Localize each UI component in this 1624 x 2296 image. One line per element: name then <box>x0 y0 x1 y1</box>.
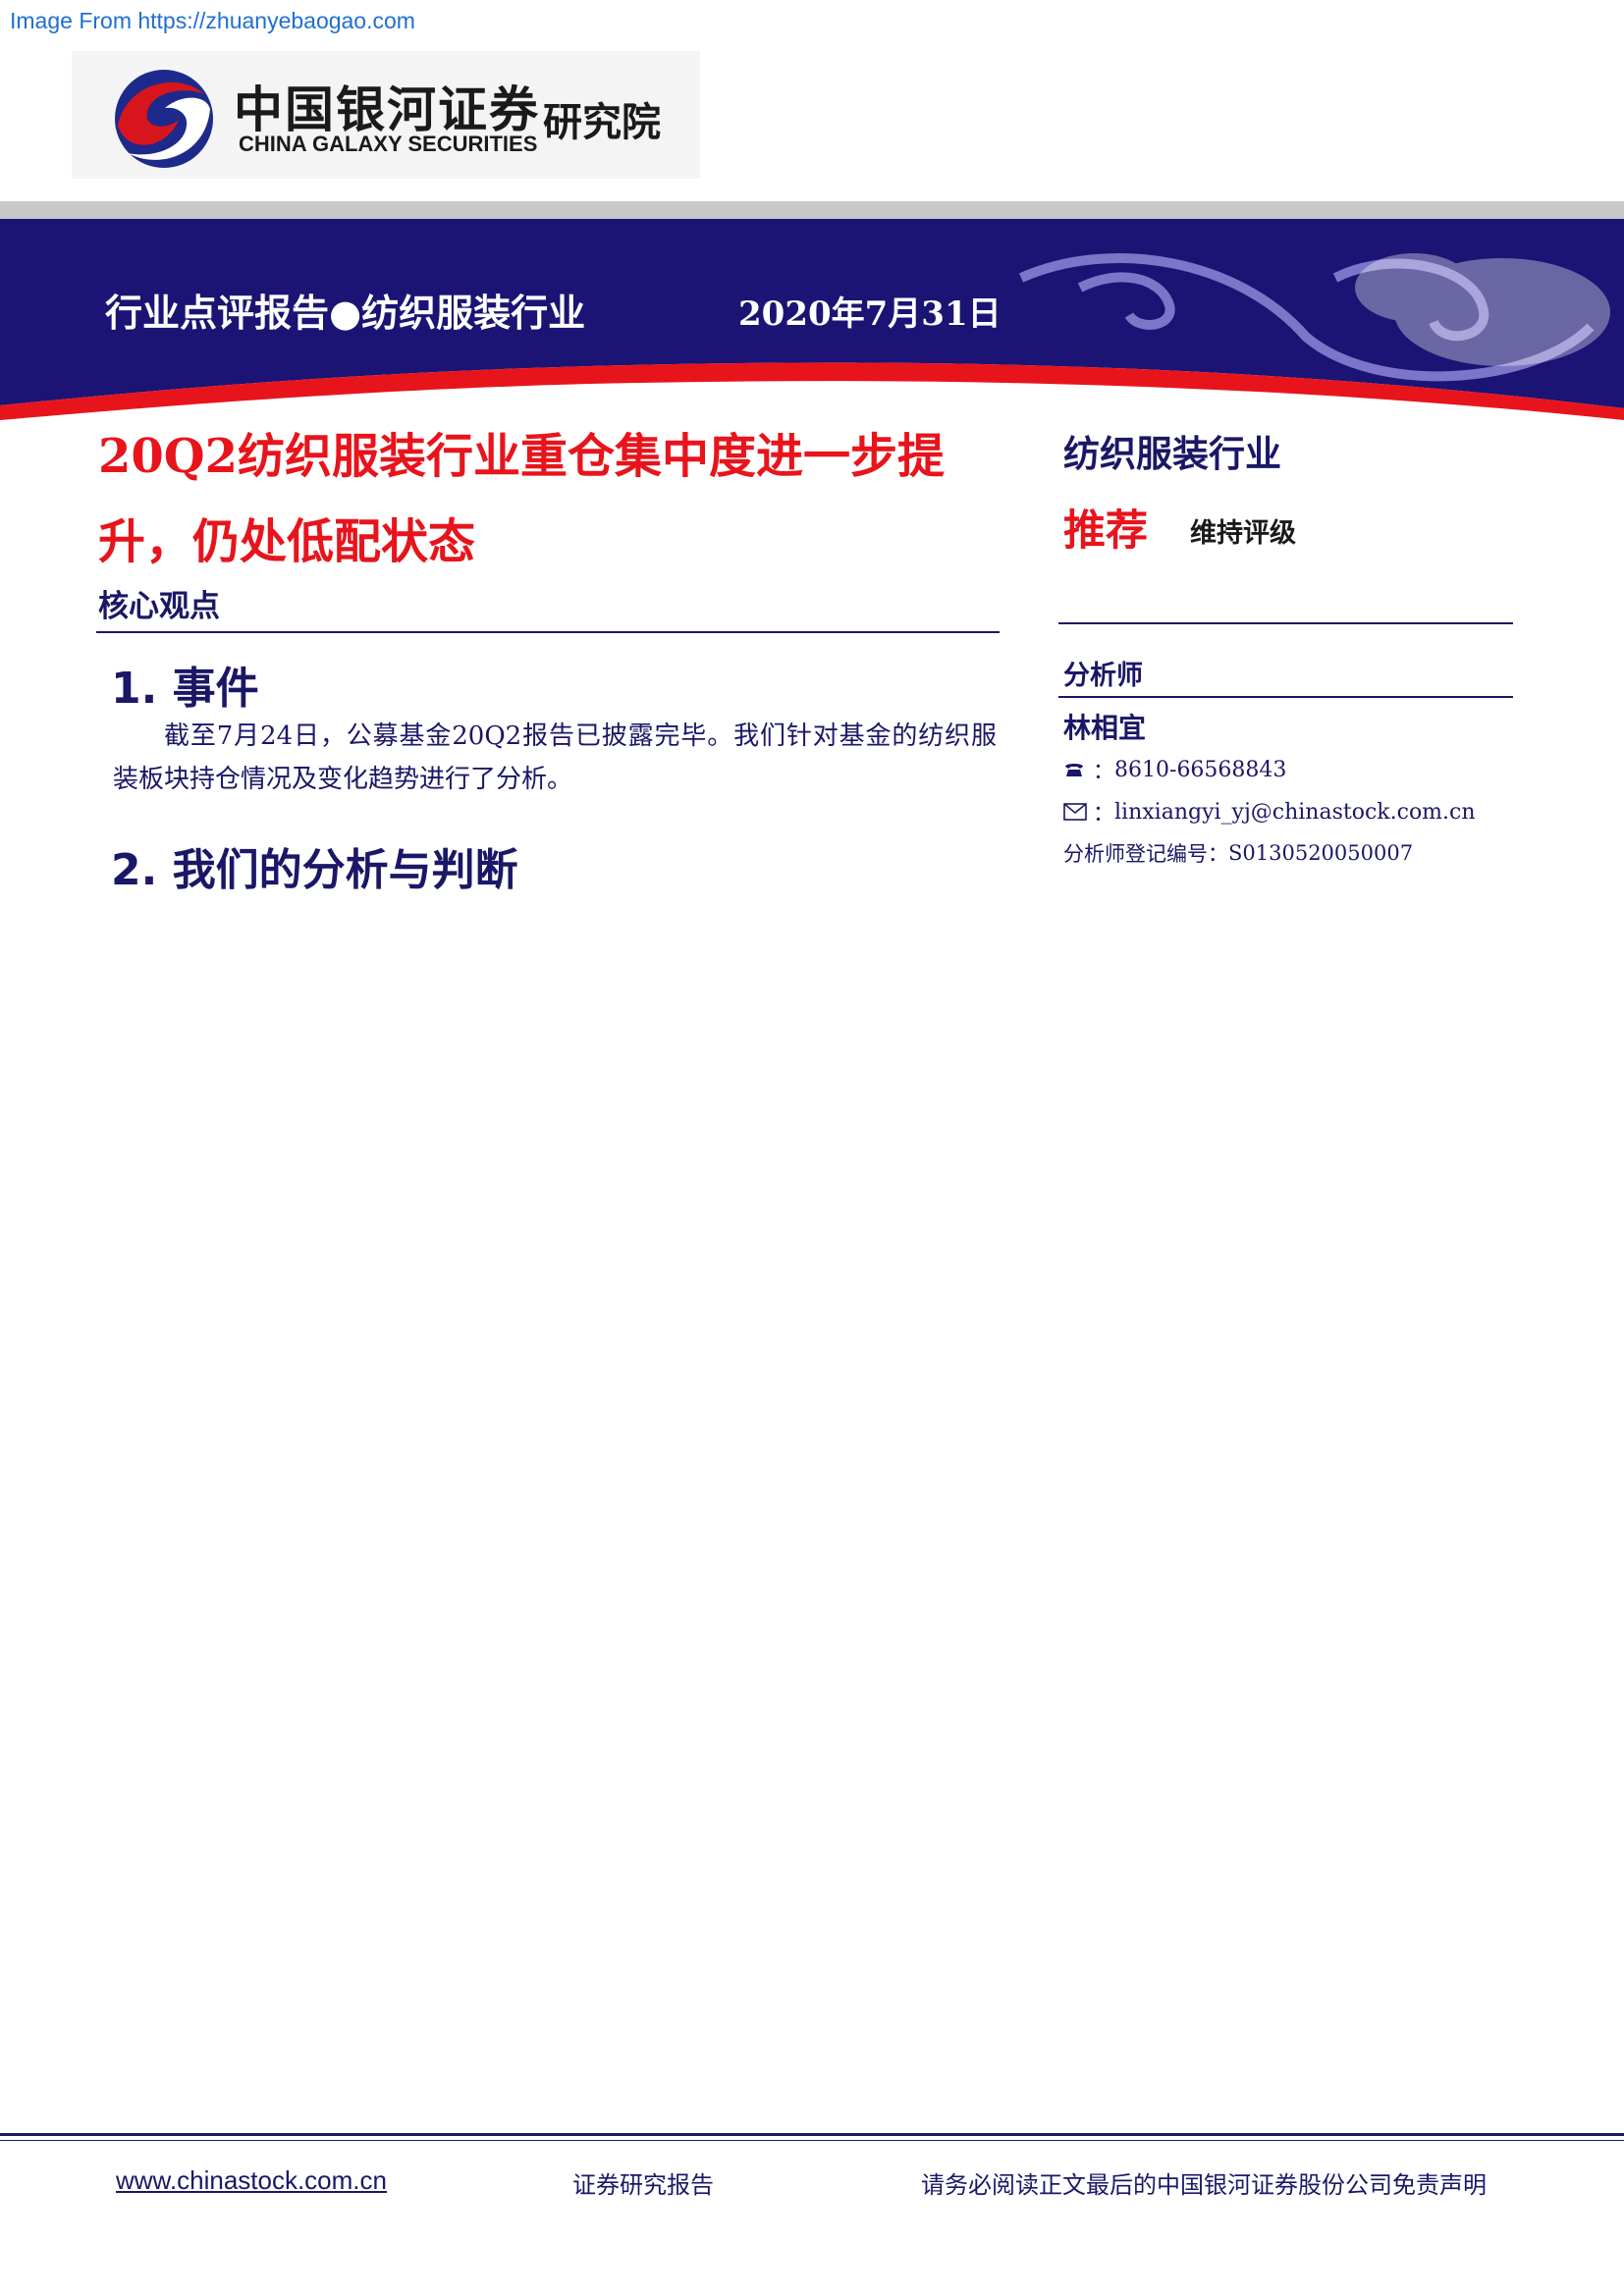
email-label: ： <box>1093 802 1115 827</box>
phone-label: ： <box>1093 760 1115 784</box>
company-logo: 中国银河证券 CHINA GALAXY SECURITIES 研究院 <box>72 51 700 179</box>
report-date: 2020年7月31日 <box>738 294 1001 334</box>
analyst-email-row: ： linxiangyi_yj@chinastock.com.cn <box>1063 796 1476 828</box>
analyst-divider <box>1058 696 1513 698</box>
registration-number: S0130520050007 <box>1228 841 1414 865</box>
analyst-phone-row: ： 8610-66568843 <box>1063 754 1286 785</box>
report-type: 行业点评报告●纺织服装行业 <box>105 292 586 335</box>
analyst-phone: 8610-66568843 <box>1114 757 1287 782</box>
analyst-heading: 分析师 <box>1063 661 1143 691</box>
section-heading-event: 1. 事件 <box>111 664 259 714</box>
logo-institute: 研究院 <box>543 100 661 145</box>
footer-disclaimer-note: 请务必阅读正文最后的中国银河证券股份公司免责声明 <box>921 2171 1487 2199</box>
header-gray-band <box>0 201 1624 219</box>
footer-report-label: 证券研究报告 <box>572 2171 714 2199</box>
footer-website-link[interactable]: www.chinastock.com.cn <box>116 2165 387 2195</box>
analyst-email[interactable]: linxiangyi_yj@chinastock.com.cn <box>1114 799 1476 825</box>
analyst-name: 林相宜 <box>1063 712 1147 744</box>
footer-divider-thick <box>0 2133 1624 2136</box>
registration-label: 分析师登记编号： <box>1063 842 1228 866</box>
report-title-line-1: 20Q2纺织服装行业重仓集中度进一步提 <box>98 429 946 484</box>
analyst-registration-row: 分析师登记编号： S0130520050007 <box>1063 838 1413 868</box>
section-body-event: 截至7月24日，公募基金20Q2报告已披露完毕。我们针对基金的纺织服装板块持仓情… <box>113 721 997 794</box>
envelope-icon <box>1063 803 1093 821</box>
logo-name-cn: 中国银河证券 <box>234 81 540 138</box>
core-views-heading: 核心观点 <box>98 589 220 624</box>
cloud-ornament-icon <box>1018 253 1595 382</box>
sidebar-rating: 推荐 <box>1063 507 1148 556</box>
sidebar-rating-note: 维持评级 <box>1190 518 1296 549</box>
core-views-divider <box>96 631 1000 633</box>
section-heading-analysis: 2. 我们的分析与判断 <box>111 845 518 895</box>
header-banner <box>0 219 1624 420</box>
footer-divider-thin <box>0 2140 1624 2141</box>
galaxy-swirl-icon <box>115 70 213 168</box>
report-title-line-2: 升，仍处低配状态 <box>98 514 476 569</box>
sidebar-divider <box>1058 622 1513 624</box>
sidebar-industry: 纺织服装行业 <box>1063 433 1281 475</box>
source-note: Image From https://zhuanyebaogao.com <box>10 8 415 33</box>
phone-icon <box>1063 761 1093 778</box>
logo-name-en: CHINA GALAXY SECURITIES <box>239 132 538 156</box>
